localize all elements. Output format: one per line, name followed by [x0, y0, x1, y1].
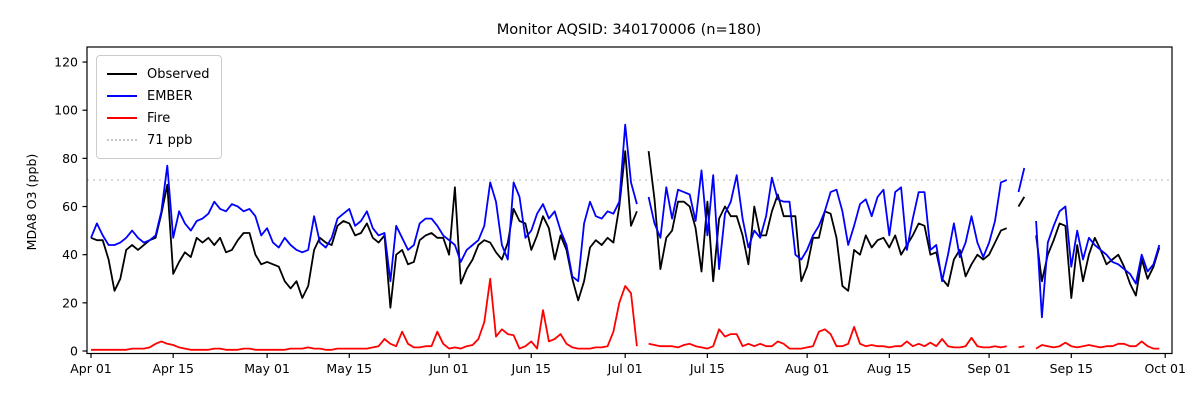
series-line-ember	[90, 123, 1161, 319]
x-tick-label: May 01	[244, 361, 290, 376]
y-tick-label: 120	[54, 55, 78, 70]
legend-label-threshold: 71 ppb	[147, 132, 193, 148]
x-tick-label: Apr 01	[70, 361, 112, 376]
threshold-line-swatch	[107, 139, 137, 141]
fire-line-swatch	[107, 117, 137, 119]
x-tick-label: Oct 01	[1144, 361, 1186, 376]
x-tick-label: Aug 15	[867, 361, 911, 376]
x-tick-label: Aug 01	[785, 361, 829, 376]
x-tick-label: Jun 01	[428, 361, 468, 376]
x-tick-label: Jul 01	[607, 361, 643, 376]
y-tick-label: 80	[62, 151, 78, 166]
legend-label-fire: Fire	[147, 110, 171, 126]
y-tick-label: 0	[70, 344, 78, 359]
ember-line-swatch	[107, 95, 137, 97]
observed-line-swatch	[107, 73, 137, 75]
legend-item-observed: Observed	[107, 63, 210, 85]
legend-label-observed: Observed	[147, 66, 210, 82]
legend-label-ember: EMBER	[147, 88, 193, 104]
x-tick-label: Jul 15	[689, 361, 725, 376]
x-tick-label: Sep 01	[967, 361, 1010, 376]
x-tick-label: Sep 15	[1050, 361, 1093, 376]
y-tick-label: 60	[62, 199, 78, 214]
y-tick-label: 100	[54, 103, 78, 118]
legend-item-threshold: 71 ppb	[107, 129, 210, 151]
series-line-fire	[91, 277, 1160, 351]
x-tick-label: Jun 15	[511, 361, 551, 376]
y-tick-label: 20	[62, 295, 78, 310]
legend-item-fire: Fire	[107, 107, 210, 129]
x-tick-label: Apr 15	[152, 361, 194, 376]
y-tick-label: 40	[62, 247, 78, 262]
chart-legend: Observed EMBER Fire 71 ppb	[96, 55, 222, 159]
plot-area: Apr 01 Apr 15 May 01 May 15 Jun 01 Jun 15 Jul …	[54, 46, 1186, 376]
axes-frame	[86, 46, 1173, 355]
legend-item-ember: EMBER	[107, 85, 210, 107]
x-tick-label: May 15	[326, 361, 372, 376]
chart-title: Monitor AQSID: 340170006 (n=180)	[497, 21, 762, 38]
series-line-observed	[90, 150, 1161, 309]
y-axis-label: MDA8 O3 (ppb)	[24, 154, 39, 251]
